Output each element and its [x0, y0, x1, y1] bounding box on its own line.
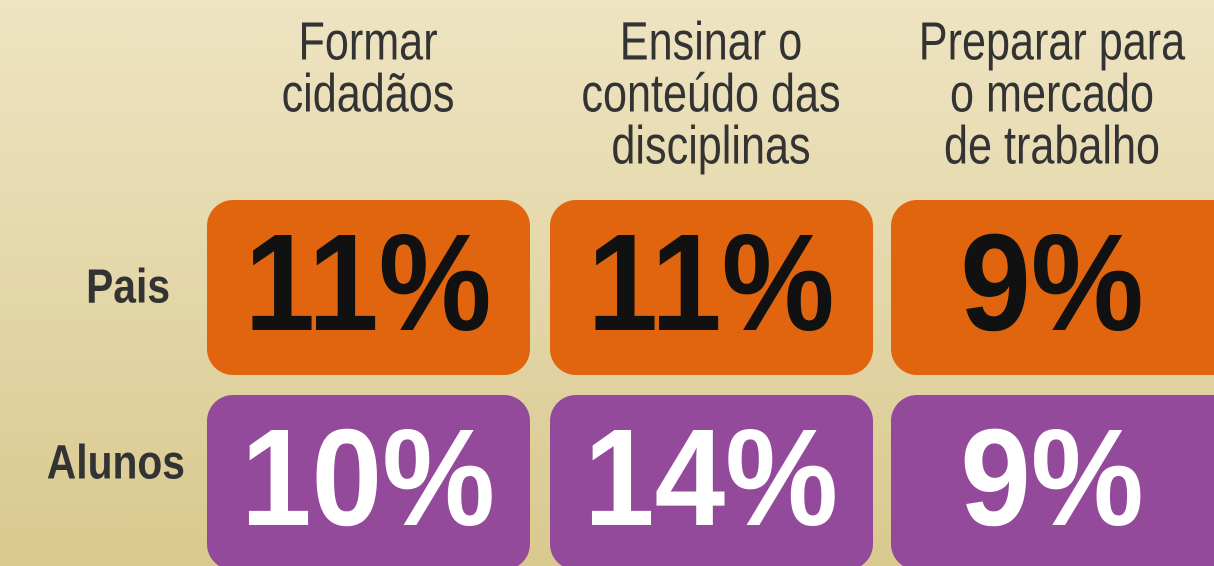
value-text: 11%	[587, 206, 834, 360]
value-box	[207, 200, 530, 375]
column-header: cidadãos	[282, 64, 455, 124]
column-header: Ensinar o	[620, 12, 802, 72]
value-text: 9%	[960, 401, 1143, 555]
column-header: Preparar para	[919, 12, 1186, 72]
row-label: Alunos	[47, 437, 185, 490]
value-box	[550, 200, 873, 375]
value-box	[891, 395, 1214, 566]
column-header: de trabalho	[944, 116, 1160, 176]
column-header: o mercado	[950, 64, 1154, 124]
value-box	[207, 395, 530, 566]
column-header: conteúdo das	[581, 64, 840, 124]
value-text: 9%	[960, 206, 1143, 360]
value-text: 10%	[241, 401, 495, 555]
value-text: 14%	[584, 401, 838, 555]
value-box	[550, 395, 873, 566]
value-box	[891, 200, 1214, 375]
column-header: Formar	[298, 12, 437, 72]
column-header: disciplinas	[611, 116, 810, 176]
row-label: Pais	[86, 261, 170, 314]
value-text: 11%	[244, 206, 491, 360]
